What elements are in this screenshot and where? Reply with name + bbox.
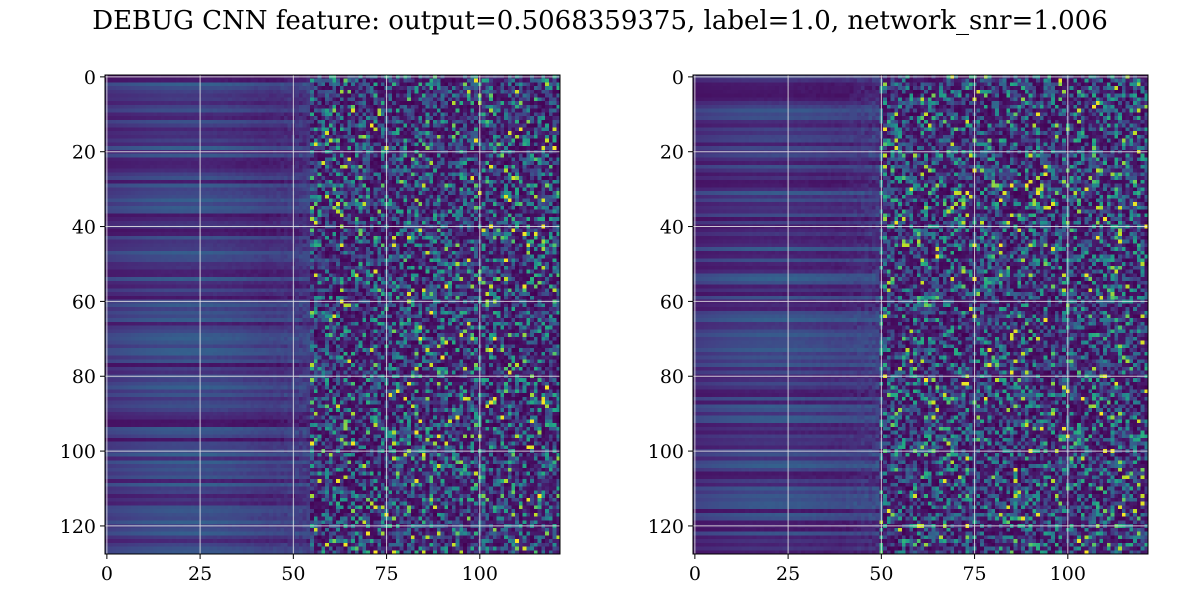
heatmap-image <box>693 75 1148 554</box>
y-tick-label: 20 <box>72 142 96 164</box>
y-tick-label: 100 <box>648 441 684 463</box>
x-tick-label: 25 <box>776 563 800 585</box>
x-tick-label: 50 <box>281 563 305 585</box>
heatmap-image <box>105 75 560 554</box>
x-tick-label: 100 <box>462 563 498 585</box>
y-tick-label: 100 <box>60 441 96 463</box>
y-tick-label: 0 <box>84 67 96 89</box>
y-tick-label: 60 <box>72 291 96 313</box>
y-tick-label: 0 <box>672 67 684 89</box>
figure-title: DEBUG CNN feature: output=0.5068359375, … <box>92 6 1108 36</box>
y-tick-label: 80 <box>660 366 684 388</box>
y-tick-label: 120 <box>60 516 96 538</box>
x-tick-label: 75 <box>962 563 986 585</box>
x-tick-label: 75 <box>374 563 398 585</box>
y-tick-label: 80 <box>72 366 96 388</box>
y-tick-label: 120 <box>648 516 684 538</box>
x-tick-label: 0 <box>689 563 701 585</box>
y-tick-label: 40 <box>660 217 684 239</box>
right-heatmap-panel: 0 25 50 75 100 0 20 40 60 80 100 120 <box>648 67 1149 585</box>
axes-frame <box>104 74 561 555</box>
left-heatmap-panel: 0 25 50 75 100 0 20 40 60 80 100 120 <box>60 67 561 585</box>
x-tick-label: 25 <box>188 563 212 585</box>
y-tick-label: 20 <box>660 142 684 164</box>
axes-frame <box>692 74 1149 555</box>
x-tick-label: 100 <box>1050 563 1086 585</box>
x-tick-label: 50 <box>869 563 893 585</box>
x-tick-label: 0 <box>101 563 113 585</box>
y-tick-label: 40 <box>72 217 96 239</box>
y-tick-label: 60 <box>660 291 684 313</box>
